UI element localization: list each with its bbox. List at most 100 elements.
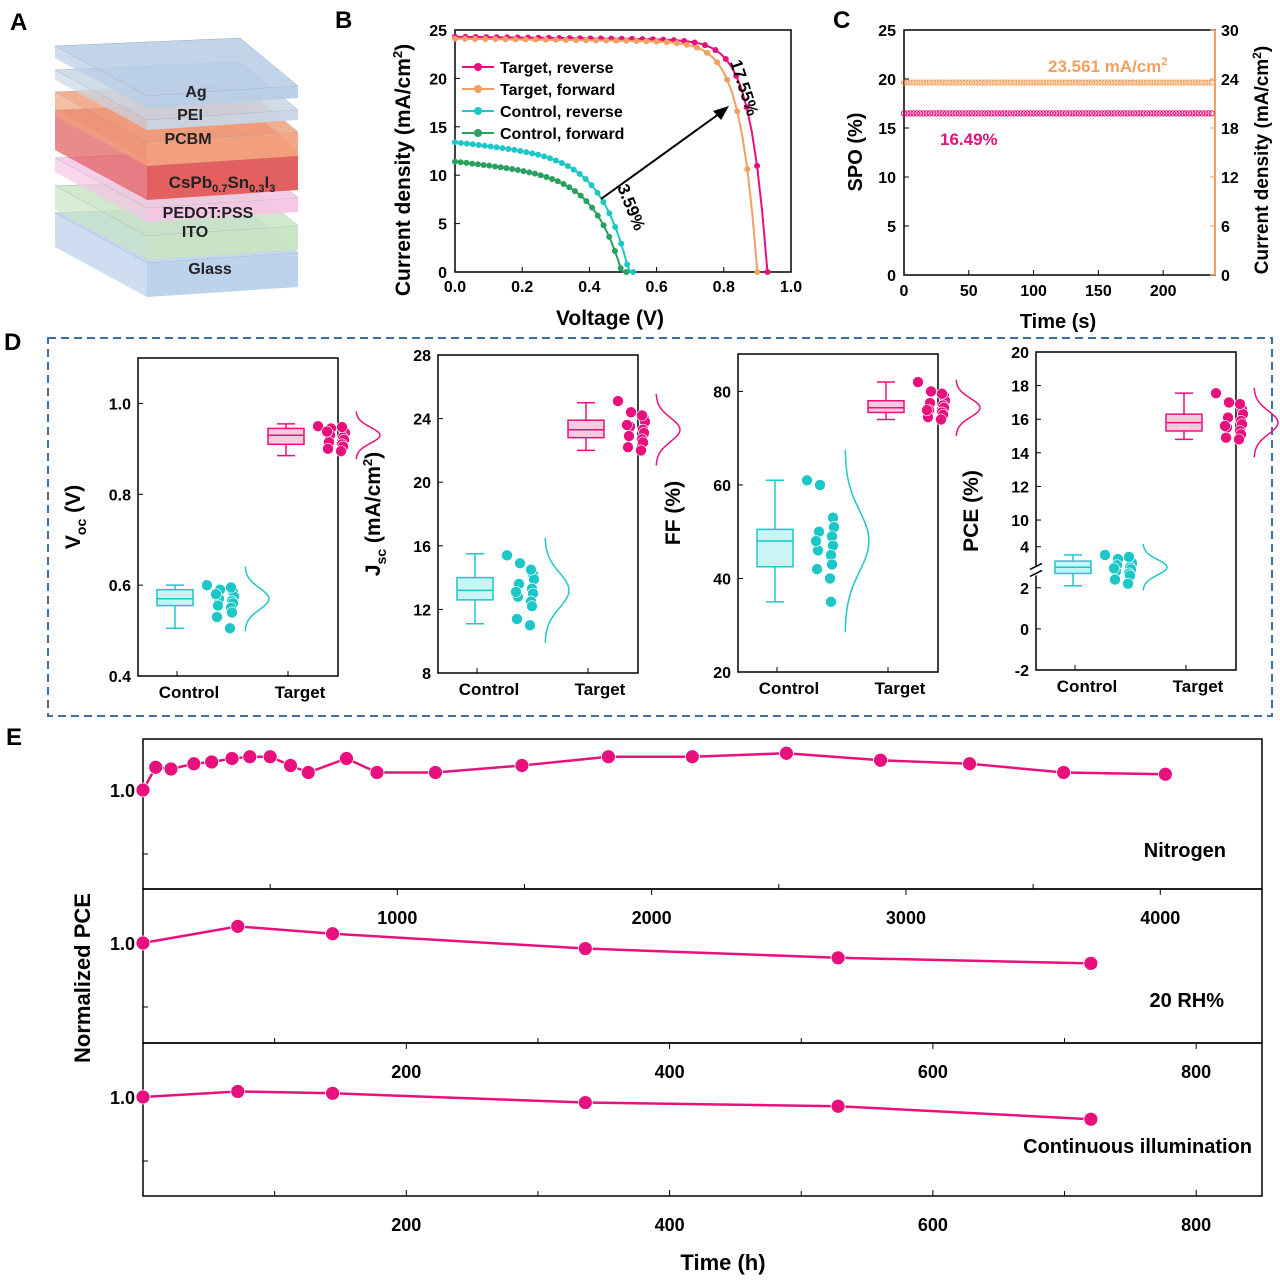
perovskite-label: CsPb0.7Sn0.3I3 [169,173,276,195]
statistics-dashed-frame [47,337,1273,717]
box-body [456,576,494,601]
jv-series-point [523,149,530,156]
jv-series-point [712,46,719,53]
jd-point [933,79,940,86]
spo-point [1098,110,1105,117]
jv-series-point [512,36,519,43]
data-point [511,613,523,625]
layer-6-front [55,213,147,297]
stat-ytick-label: 20 [413,475,431,492]
stat-ytick-label: 8 [422,666,431,683]
jv-series-point [576,170,583,177]
spo-value-label: 16.49% [940,130,998,149]
jv-series-point [663,39,670,46]
stability-bottom-xtick-label: 800 [1181,1215,1211,1235]
jv-series-point [624,261,631,268]
stability-point [830,1098,846,1114]
spo-point [930,110,937,117]
stat-ytick-label: 16 [1011,412,1029,429]
jd-point [1182,79,1189,86]
jd-point [1108,79,1115,86]
panel-label-d: D [4,329,21,356]
spo-point [1079,110,1086,117]
spo-point [904,110,911,117]
jd-point [913,79,921,86]
stability-bottom-xtick-label: 400 [655,1215,685,1235]
stability-point [262,749,278,765]
jd-point [959,79,966,86]
data-point [801,474,813,487]
spo-point [1173,110,1180,117]
jd-point [1020,79,1027,86]
jv-series-point [754,269,761,275]
jd-point [923,79,930,86]
stat-ytick-label: 0.6 [109,578,131,595]
jd-point [955,79,963,86]
jv-series-point [606,210,613,217]
jd-point [998,79,1005,86]
jd-point [1195,79,1202,86]
jv-series-point [492,36,499,43]
spo-point [1147,110,1154,117]
stat-category-label: Target [1173,677,1224,696]
data-point [828,521,840,533]
spo-point [1108,110,1115,117]
jv-series-point [552,36,559,43]
spo-point [1053,110,1060,117]
data-point [514,557,526,570]
layer-1-front [55,70,147,130]
stability-point [224,751,240,766]
spo-point [1046,110,1053,117]
annotation-low: 3.59% [613,181,649,233]
jv-series-point [452,139,458,146]
jv-series-point [564,163,571,170]
data-point [525,563,537,576]
spo-point [920,110,927,117]
data-point [921,404,933,416]
spo-y2tick-label: 24 [1221,72,1239,89]
data-point [1108,562,1120,575]
jv-series-point [566,184,573,191]
spo-point [1033,110,1040,117]
data-point [1233,433,1245,446]
device-stack: Ag PEI PCBM PEDOT:PSS ITO Glass CsPb0.7Sn0.3I3 [54,37,299,297]
spo-point [1030,110,1037,117]
stability-point [163,761,179,777]
layer-label-0: Ag [185,84,206,101]
data-point [826,558,838,571]
data-point [623,430,635,442]
jd-point [1053,79,1060,86]
spo-point [1020,110,1027,117]
stability-point [1083,955,1099,971]
spo-point [1075,110,1083,117]
stability-ylabel: Normalized PCE [70,893,95,1063]
data-point [814,479,826,491]
jv-series-point [463,159,470,166]
spo-point [926,110,934,117]
layer-label-2: PCBM [164,131,211,148]
layer-5-front [55,186,147,260]
jv-series-point [612,223,619,230]
spo-point [1004,110,1011,117]
spo-ytick-label: 20 [878,72,896,89]
jd-point [939,79,946,86]
annotation-high: 17.55% [726,57,762,118]
jd-point [1153,79,1160,86]
spo-ytick-label: 10 [878,170,896,187]
distribution-curve [1253,387,1279,458]
jv-legend: Target, reverse Target, forward Control, r… [462,60,624,143]
spo-point [1166,110,1173,117]
stat-plot-frame [737,353,939,673]
spo-point [910,110,917,117]
stability-point [186,756,202,772]
stat-ytick-label: 80 [713,384,731,401]
stability-point [204,754,220,770]
jd-point [1150,79,1157,86]
spo-xtick-label: 100 [1020,283,1047,300]
jd-point [975,79,982,86]
jv-legend-marker [474,129,482,137]
jv-series-point [722,56,729,63]
spo-point [1043,110,1050,117]
spo-point [1134,110,1141,117]
jd-point [917,79,924,86]
